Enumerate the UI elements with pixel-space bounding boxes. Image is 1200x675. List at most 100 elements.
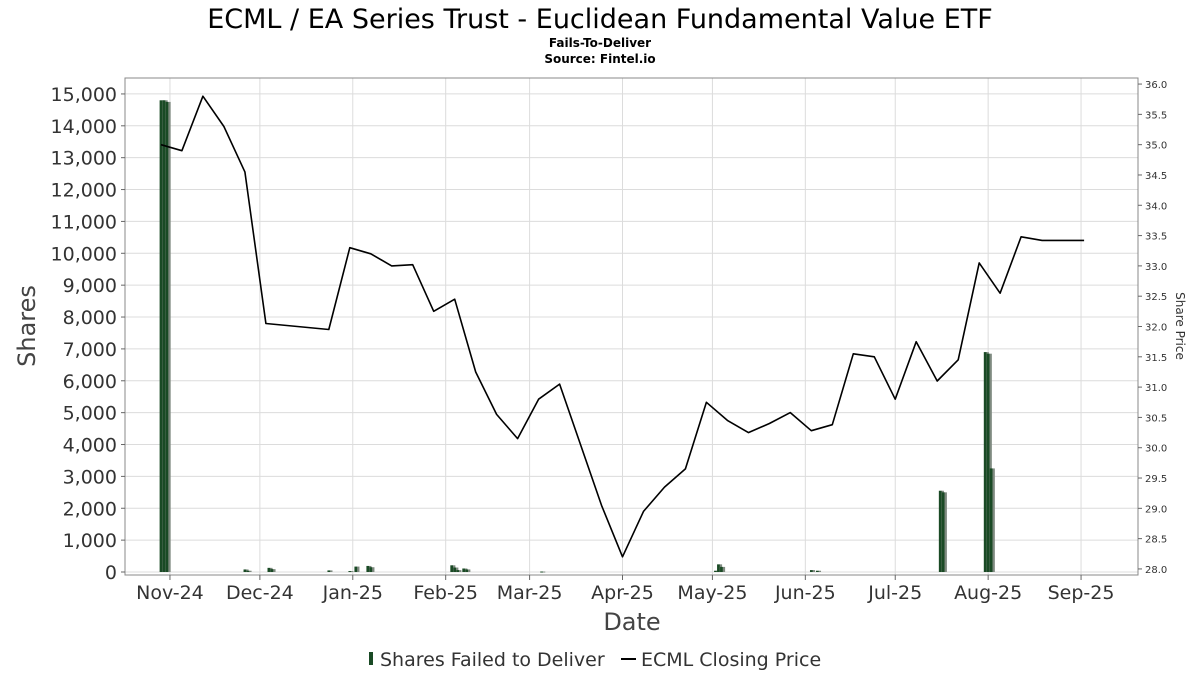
x-tick-label: Aug-25 [954, 582, 1022, 604]
x-tick-label: Mar-25 [497, 582, 563, 604]
y2-tick-label: 30.5 [1145, 413, 1167, 424]
y-tick-label: 1,000 [63, 530, 117, 552]
y-tick-label: 4,000 [63, 435, 117, 457]
y2-tick-label: 32.5 [1145, 292, 1167, 303]
ftd-bar [159, 100, 163, 572]
legend: Shares Failed to Deliver ECML Closing Pr… [369, 649, 821, 671]
x-tick-label: Dec-24 [226, 582, 294, 604]
right-axis-ticks: 28.0 28.5 29.0 29.5 30.0 30.5 31.0 31.5 32.0 32.5… [1138, 80, 1167, 576]
y-tick-label: 15,000 [51, 84, 117, 106]
ftd-bar [717, 564, 720, 572]
y-tick-label: 12,000 [51, 180, 117, 202]
ftd-bar [941, 492, 945, 572]
y-tick-label: 3,000 [63, 466, 117, 488]
ftd-bar-shadow [989, 353, 992, 572]
ftd-bar [348, 571, 352, 573]
ftd-bar-shadow [167, 101, 171, 572]
x-tick-label: Feb-25 [413, 582, 478, 604]
ftd-bar [450, 565, 454, 572]
ftd-bar [267, 567, 271, 572]
chart-title: ECML / EA Series Trust - Euclidean Funda… [207, 4, 993, 35]
x-axis-label: Date [603, 608, 660, 636]
ftd-bar-shadow [812, 570, 816, 572]
x-tick-label: May-25 [677, 582, 747, 604]
ftd-bar [983, 352, 987, 572]
ftd-bar [815, 570, 819, 572]
y-tick-label: 5,000 [63, 403, 117, 425]
y-tick-label: 2,000 [63, 498, 117, 520]
y2-tick-label: 33.5 [1145, 232, 1167, 243]
ftd-bar-shadow [371, 567, 375, 572]
y-tick-label: 11,000 [51, 211, 117, 233]
y-tick-label: 8,000 [63, 307, 117, 329]
ftd-bar [465, 569, 469, 572]
ftd-bar-shadow [542, 571, 546, 573]
y-tick-label: 14,000 [51, 116, 117, 138]
left-axis-ticks: 0 1,000 2,000 3,000 4,000 5,000 6,000 7,000 8,00… [51, 84, 125, 584]
ftd-bar [714, 570, 717, 572]
ftd-bar-shadow [350, 571, 354, 573]
y-tick-label: 13,000 [51, 148, 117, 170]
ftd-bar [162, 100, 166, 572]
ftd-bar-shadow [455, 567, 459, 572]
y-tick-label: 0 [105, 562, 117, 584]
ftd-bars [159, 100, 995, 573]
y2-tick-label: 29.0 [1145, 504, 1167, 515]
ftd-bar [989, 468, 993, 572]
chart-subtitle: Fails-To-Deliver [549, 36, 651, 50]
ftd-bar [540, 571, 543, 573]
x-tick-label: Jan-25 [322, 582, 383, 604]
chart-source: Source: Fintel.io [544, 52, 655, 66]
y2-tick-label: 31.5 [1145, 353, 1167, 364]
y-tick-label: 7,000 [63, 339, 117, 361]
y2-tick-label: 35.5 [1145, 110, 1167, 121]
y2-tick-label: 32.0 [1145, 323, 1167, 334]
ftd-bar [354, 566, 358, 572]
y2-tick-label: 36.0 [1145, 80, 1167, 91]
ftd-bar [165, 101, 169, 572]
ftd-bar [938, 490, 942, 572]
y2-tick-label: 31.0 [1145, 383, 1167, 394]
y2-axis-label: Share Price [1173, 292, 1187, 360]
ftd-bar [369, 567, 373, 572]
ftd-bar [453, 567, 457, 572]
ftd-bar [243, 569, 247, 572]
x-tick-label: Sep-25 [1048, 582, 1115, 604]
ftd-bar [327, 570, 331, 572]
y2-tick-label: 29.5 [1145, 474, 1167, 485]
legend-bar-label: Shares Failed to Deliver [380, 649, 605, 671]
price-line [160, 95, 1085, 558]
y2-tick-label: 30.0 [1145, 444, 1167, 455]
y2-tick-label: 28.5 [1145, 535, 1167, 546]
ftd-bar [270, 569, 274, 572]
ftd-bar-shadow [992, 468, 995, 572]
y2-tick-label: 28.0 [1145, 565, 1167, 576]
ftd-bar-shadow [272, 569, 276, 572]
legend-bar-swatch [369, 652, 373, 665]
ftd-bar [720, 566, 723, 572]
y2-tick-label: 35.0 [1145, 141, 1167, 152]
ftd-bar-shadow [944, 492, 947, 572]
ftd-bar-shadow [467, 569, 471, 572]
x-tick-label: Jun-25 [774, 582, 836, 604]
y2-tick-label: 34.5 [1145, 171, 1167, 182]
ftd-bar-shadow [356, 566, 360, 572]
ftd-bar [986, 353, 990, 572]
ftd-bar [809, 570, 813, 572]
y-axis-label: Shares [13, 285, 41, 367]
ftd-bar [246, 570, 250, 572]
ftd-bar [462, 568, 466, 572]
ftd-bar-shadow [722, 566, 726, 572]
ftd-bar [456, 570, 460, 572]
x-tick-label: Nov-24 [136, 582, 204, 604]
y2-tick-label: 34.0 [1145, 201, 1167, 212]
y-tick-label: 10,000 [51, 243, 117, 265]
y-tick-label: 6,000 [63, 371, 117, 393]
x-tick-label: Apr-25 [591, 582, 654, 604]
ftd-bar-shadow [329, 570, 333, 572]
x-axis-ticks: Nov-24 Dec-24 Jan-25 Feb-25 Mar-25 Apr-25 May-… [136, 575, 1114, 604]
ftd-bar-shadow [248, 570, 252, 572]
ftd-bar-shadow [458, 570, 462, 572]
y-tick-label: 9,000 [63, 275, 117, 297]
